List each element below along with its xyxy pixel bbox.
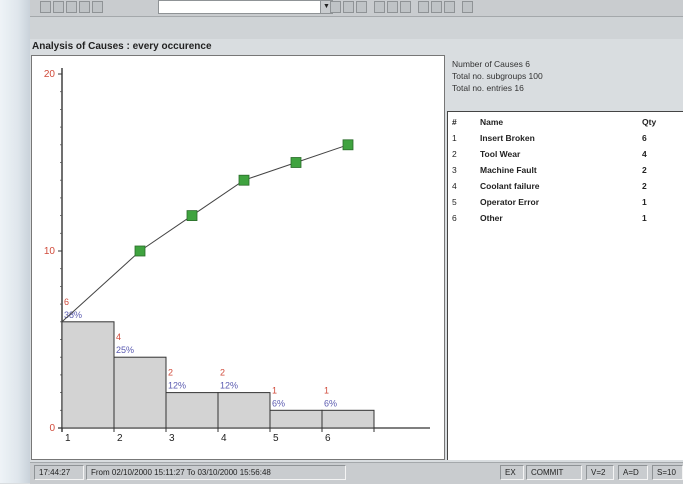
table-row[interactable]: 6 Other 1: [452, 210, 672, 226]
row-num: 1: [452, 133, 457, 143]
row-num: 6: [452, 213, 457, 223]
table-row[interactable]: 1 Insert Broken 6: [452, 130, 672, 146]
bar-count-label: 1: [272, 385, 277, 395]
pareto-bar: [165, 392, 219, 429]
y-tick-label: 10: [44, 246, 56, 257]
pareto-bar: [217, 392, 271, 429]
y-tick-label: 0: [49, 423, 55, 434]
y-tick-label: 20: [44, 69, 56, 80]
row-name: Tool Wear: [480, 149, 521, 159]
entries-count: Total no. entries 16: [452, 83, 524, 93]
bar-percent-label: 25%: [116, 345, 134, 355]
subgroups-count: Total no. subgroups 100: [452, 71, 543, 81]
row-qty: 6: [642, 133, 647, 143]
save-icon[interactable]: [66, 1, 77, 13]
pareto-chart: 0 10 20 6 38% 1 4 25% 2 2 12% 3 2 12% 4 1 6% 5 1 6% 6: [44, 68, 430, 444]
chevron-down-icon[interactable]: ▼: [320, 1, 332, 13]
bar-percent-label: 12%: [168, 381, 186, 391]
row-num: 4: [452, 181, 457, 191]
tool-icon-3[interactable]: [356, 1, 367, 13]
desktop-edge: [0, 0, 30, 483]
x-tick-label: 5: [273, 433, 279, 444]
bar-count-label: 1: [324, 385, 329, 395]
bar-percent-label: 38%: [64, 310, 82, 320]
table-row[interactable]: 5 Operator Error 1: [452, 194, 672, 210]
status-a: A=D: [618, 465, 648, 480]
toolbar: ▼: [30, 0, 683, 17]
row-num: 3: [452, 165, 457, 175]
tool-icon-4[interactable]: [374, 1, 385, 13]
status-v: V=2: [586, 465, 614, 480]
tool-icon-2[interactable]: [343, 1, 354, 13]
lock-icon[interactable]: [92, 1, 103, 13]
table-row[interactable]: 4 Coolant failure 2: [452, 178, 672, 194]
tool-icon-6[interactable]: [400, 1, 411, 13]
table-header: # Name Qty: [452, 114, 672, 130]
cumulative-point: [342, 139, 354, 151]
bar-count-label: 4: [116, 332, 121, 342]
row-qty: 1: [642, 213, 647, 223]
x-tick-label: 6: [325, 433, 331, 444]
status-s: S=10: [652, 465, 683, 480]
row-name: Insert Broken: [480, 133, 535, 143]
bar-percent-label: 6%: [272, 398, 285, 408]
causes-count: Number of Causes 6: [452, 59, 530, 69]
cumulative-point: [134, 245, 146, 257]
summary-info: Number of Causes 6 Total no. subgroups 1…: [452, 58, 543, 94]
header-qty: Qty: [642, 117, 657, 127]
x-tick-label: 2: [117, 433, 123, 444]
bar-count-label: 2: [168, 368, 173, 378]
status-ex: EX: [500, 465, 524, 480]
row-name: Other: [480, 213, 503, 223]
list-icon[interactable]: [431, 1, 442, 13]
toolbar-band: [30, 17, 683, 39]
causes-table: # Name Qty 1 Insert Broken 6 2 Tool Wear 4 3…: [452, 114, 672, 226]
status-time: 17:44:27: [34, 465, 84, 480]
pareto-bar: [61, 321, 115, 429]
row-qty: 4: [642, 149, 647, 159]
x-tick-label: 1: [65, 433, 71, 444]
cumulative-point: [238, 174, 250, 186]
new-icon[interactable]: [40, 1, 51, 13]
table-row[interactable]: 3 Machine Fault 2: [452, 162, 672, 178]
pin-icon[interactable]: [462, 1, 473, 13]
row-num: 5: [452, 197, 457, 207]
row-num: 2: [452, 149, 457, 159]
window-title: Analysis of Causes : every occurence: [32, 41, 212, 52]
status-date-range: From 02/10/2000 15:11:27 To 03/10/2000 1…: [86, 465, 346, 480]
pen-icon[interactable]: [418, 1, 429, 13]
bar-percent-label: 6%: [324, 398, 337, 408]
pareto-bar: [321, 409, 375, 429]
tool-icon-1[interactable]: [330, 1, 341, 13]
row-qty: 1: [642, 197, 647, 207]
selection-dropdown[interactable]: ▼: [158, 0, 333, 14]
bar-percent-label: 12%: [220, 381, 238, 391]
print-icon[interactable]: [79, 1, 90, 13]
bar-count-label: 2: [220, 368, 225, 378]
bar-count-label: 6: [64, 297, 69, 307]
row-name: Coolant failure: [480, 181, 540, 191]
header-num: #: [452, 117, 457, 127]
grid-icon[interactable]: [444, 1, 455, 13]
pareto-bar: [269, 409, 323, 429]
row-qty: 2: [642, 181, 647, 191]
open-folder-icon[interactable]: [53, 1, 64, 13]
cumulative-line: [61, 144, 349, 323]
table-row[interactable]: 2 Tool Wear 4: [452, 146, 672, 162]
row-qty: 2: [642, 165, 647, 175]
pareto-chart-panel: 0 10 20 6 38% 1 4 25% 2 2 12% 3 2 12% 4 1 6% 5 1 6% 6: [31, 55, 445, 460]
x-tick-label: 3: [169, 433, 175, 444]
causes-table-panel: # Name Qty 1 Insert Broken 6 2 Tool Wear 4 3…: [447, 111, 683, 460]
row-name: Operator Error: [480, 197, 540, 207]
x-tick-label: 4: [221, 433, 227, 444]
cumulative-point: [186, 210, 198, 222]
tool-icon-5[interactable]: [387, 1, 398, 13]
status-bar: 17:44:27 From 02/10/2000 15:11:27 To 03/…: [30, 462, 683, 484]
row-name: Machine Fault: [480, 165, 537, 175]
header-name: Name: [480, 117, 504, 127]
status-commit: COMMIT: [526, 465, 582, 480]
cumulative-point: [290, 157, 302, 168]
pareto-bar: [113, 356, 167, 429]
